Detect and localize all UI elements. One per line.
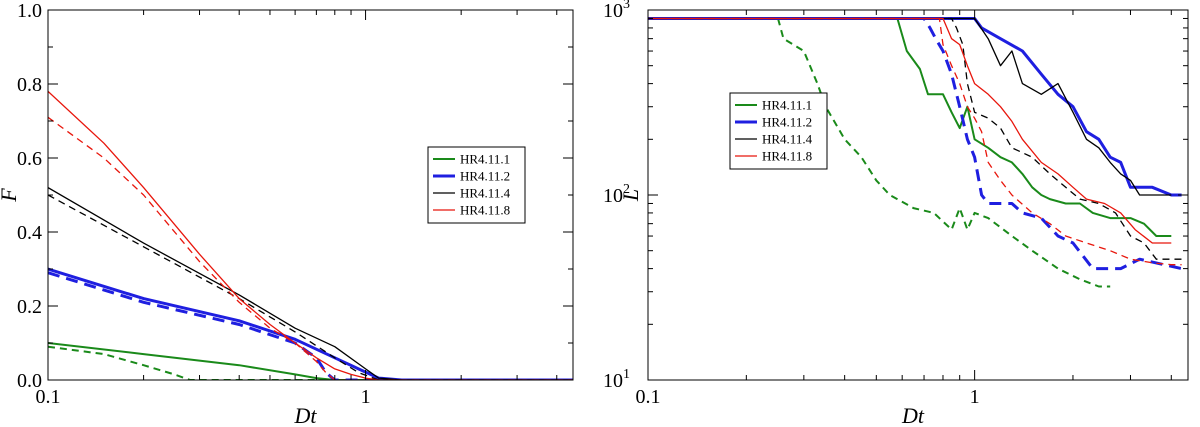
x-axis-label: Dt — [294, 403, 318, 427]
series-line-hr4-11-4-dashed — [648, 17, 1182, 260]
legend: HR4.11.1 HR4.11.2 HR4.11.4 HR4.11.8 — [427, 146, 526, 224]
series-line-hr4-11-1-solid — [648, 17, 1172, 237]
x-tick-label: 0.1 — [36, 386, 61, 408]
series-line-hr4-11-1-dashed — [48, 345, 573, 380]
legend-label: HR4.11.8 — [460, 203, 510, 218]
legend-label: HR4.11.4 — [762, 132, 813, 147]
x-tick-label: 1 — [970, 386, 980, 408]
y-tick-label: 0.8 — [17, 74, 42, 96]
x-axis-label: Dt — [901, 403, 925, 427]
series-line-hr4-11-8-solid — [48, 90, 573, 380]
y-axis-label: L — [618, 189, 643, 202]
legend-label: HR4.11.8 — [762, 149, 812, 164]
series-line-hr4-11-4-solid — [648, 17, 1172, 196]
legend: HR4.11.1 HR4.11.2 HR4.11.4 HR4.11.8 — [729, 92, 828, 170]
series-line-hr4-11-2-solid — [648, 17, 1182, 197]
y-axis-label: F — [0, 188, 21, 203]
y-tick-label: 0.6 — [17, 148, 42, 170]
series-line-hr4-11-1-solid — [48, 342, 573, 380]
series-line-hr4-11-2-dashed — [648, 17, 1182, 271]
x-tick-label: 1 — [361, 386, 371, 408]
series-group — [48, 90, 573, 380]
series-line-hr4-11-4-dashed — [48, 194, 573, 380]
y-tick-label: 102 — [603, 182, 630, 207]
legend-label: HR4.11.1 — [460, 152, 510, 167]
series-line-hr4-11-1-dashed — [777, 18, 1111, 288]
panel-l-vs-dt: 0.1 1 101 102 103 Dt L HR4.11.1 HR4.11.2 HR4.11.4… — [603, 0, 1189, 427]
series-line-hr4-11-2-solid — [48, 267, 573, 380]
series-group — [648, 17, 1182, 288]
y-tick-label: 0.0 — [17, 370, 42, 392]
x-tick-label: 0.1 — [636, 386, 661, 408]
y-tick-label: 101 — [603, 367, 630, 392]
panel-f-vs-dt: 0.110.00.20.40.60.81.0DtFHR4.11.1HR4.11.… — [0, 0, 574, 427]
series-line-hr4-11-2-dashed — [48, 271, 573, 380]
legend-label: HR4.11.2 — [762, 115, 812, 130]
y-tick-label: 0.4 — [17, 222, 42, 244]
y-tick-label: 0.2 — [17, 296, 42, 318]
y-tick-label: 1.0 — [17, 0, 42, 22]
y-tick-label: 103 — [603, 0, 630, 22]
legend-label: HR4.11.2 — [460, 169, 510, 184]
series-line-hr4-11-8-solid — [648, 17, 1172, 244]
legend-label: HR4.11.1 — [762, 98, 812, 113]
legend-label: HR4.11.4 — [460, 186, 511, 201]
series-line-hr4-11-8-dashed — [648, 17, 1182, 266]
